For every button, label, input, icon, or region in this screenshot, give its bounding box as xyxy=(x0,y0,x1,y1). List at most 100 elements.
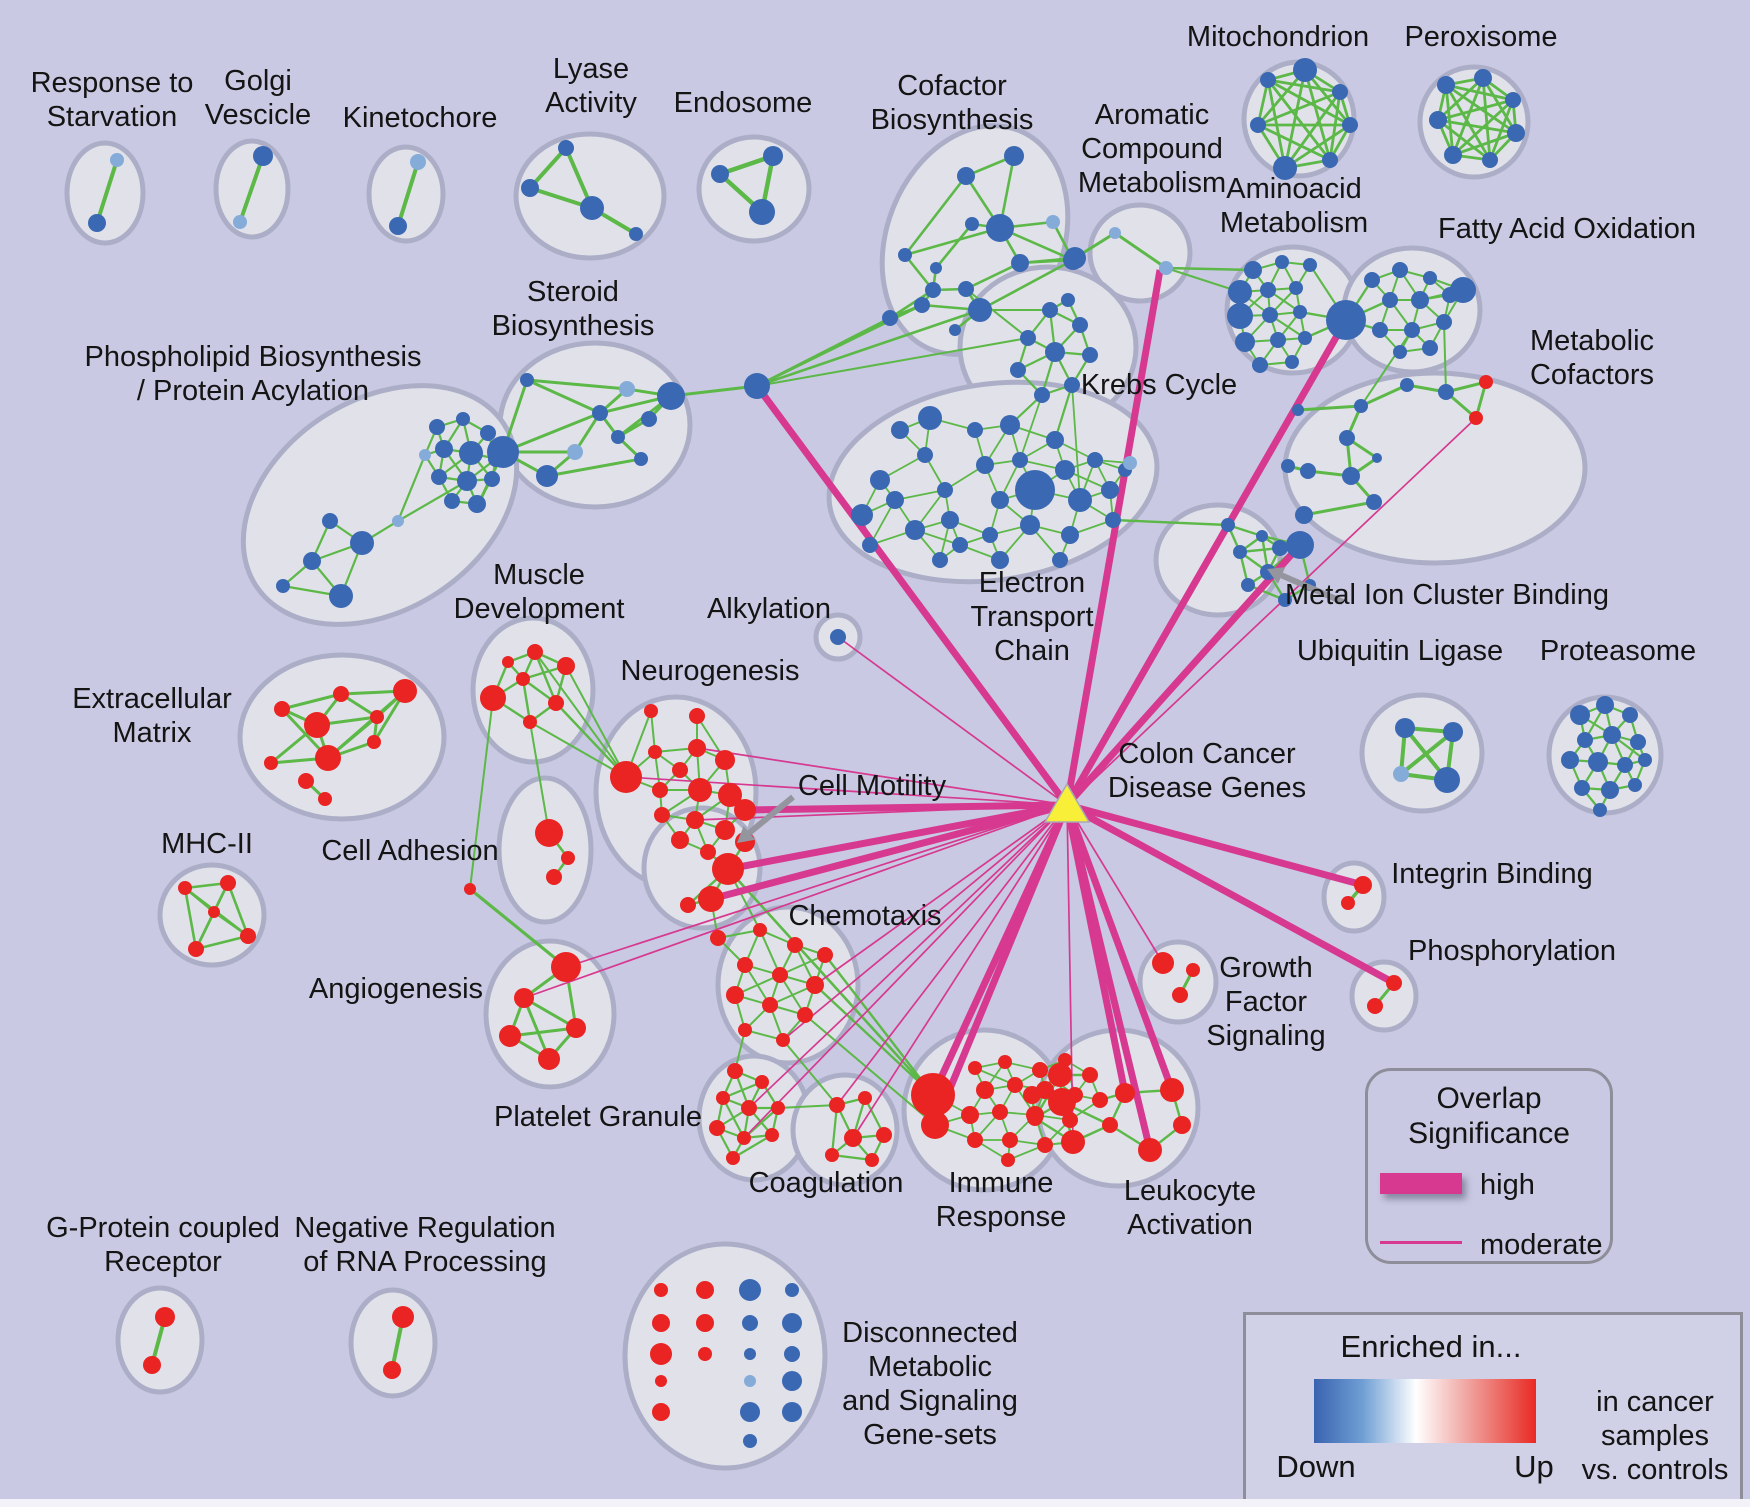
cluster-muscle-development xyxy=(470,615,596,765)
gene-set-node xyxy=(1281,459,1295,473)
gene-set-node xyxy=(744,373,770,399)
overlap-edge xyxy=(501,411,602,454)
overlap-edge xyxy=(1436,76,1485,122)
gene-set-node xyxy=(1020,330,1036,346)
overlap-edge xyxy=(95,158,119,225)
label-negative-regulation-rna: Negative Regulation of RNA Processing xyxy=(294,1212,555,1278)
gene-set-node xyxy=(558,140,574,156)
gene-set-node xyxy=(1023,1086,1041,1104)
overlap-edge xyxy=(529,721,627,778)
gene-set-node xyxy=(1007,1077,1023,1093)
gene-set-node xyxy=(738,1023,752,1037)
gene-set-node xyxy=(1262,307,1278,323)
gene-set-node xyxy=(785,1283,799,1297)
disease-link-high xyxy=(1063,269,1164,806)
overlap-edge xyxy=(280,692,343,711)
gene-set-node xyxy=(1000,415,1020,435)
gene-set-node xyxy=(1292,404,1304,416)
gene-set-node xyxy=(1450,277,1476,303)
overlap-edge xyxy=(1283,123,1352,170)
gene-set-node xyxy=(1260,72,1276,88)
gene-set-node xyxy=(1082,1067,1098,1083)
gene-set-node xyxy=(484,471,500,487)
gene-set-node xyxy=(844,1129,862,1147)
overlap-edge xyxy=(1444,83,1455,157)
gene-set-node xyxy=(652,1314,670,1332)
gene-set-node xyxy=(1577,732,1593,748)
gene-set-node xyxy=(727,1063,743,1079)
gene-set-node xyxy=(1115,1083,1135,1103)
gene-set-node xyxy=(657,382,685,410)
gene-set-node xyxy=(315,745,341,771)
gene-set-node xyxy=(992,1104,1008,1120)
overlap-edge xyxy=(1444,83,1492,162)
gene-set-node xyxy=(991,491,1009,509)
disease-link-moderate xyxy=(837,636,1068,806)
overlap-edge xyxy=(565,665,627,778)
comparison-caption: in cancer samples vs. controls xyxy=(1576,1385,1734,1487)
gene-set-node xyxy=(1109,227,1121,239)
label-proteasome: Proteasome xyxy=(1540,635,1696,667)
gene-set-node xyxy=(715,750,735,770)
gene-set-node xyxy=(303,552,321,570)
overlap-edge xyxy=(721,1080,764,1100)
label-disconnected-gene-sets: Disconnected Metabolic and Signaling Gene-s… xyxy=(842,1317,1018,1451)
gene-set-node xyxy=(1272,540,1288,556)
figure-bottom-margin xyxy=(0,1499,1750,1507)
gene-set-node xyxy=(1244,261,1262,279)
gene-set-node xyxy=(264,756,278,770)
gene-set-node xyxy=(1034,387,1050,403)
overlap-edge xyxy=(1359,383,1409,408)
overlap-edge xyxy=(903,174,968,257)
gene-set-node xyxy=(464,883,476,895)
gene-set-node xyxy=(370,710,384,724)
label-chemotaxis: Chemotaxis xyxy=(788,900,941,932)
gene-set-node xyxy=(1052,552,1068,568)
gene-set-node xyxy=(961,1106,979,1124)
gene-set-node xyxy=(782,1313,802,1333)
label-mitochondrion: Mitochondrion xyxy=(1187,21,1369,53)
disease-link-moderate xyxy=(565,804,1068,968)
gene-set-node xyxy=(611,430,625,444)
cluster-metabolic-cofactors xyxy=(1282,370,1588,566)
gene-set-node xyxy=(1072,317,1088,333)
gene-set-node xyxy=(644,704,658,718)
label-fatty-acid-oxidation: Fatty Acid Oxidation xyxy=(1438,213,1696,245)
label-immune-response: Immune Response xyxy=(936,1167,1067,1233)
gene-set-node xyxy=(1444,146,1462,164)
gene-set-node xyxy=(965,217,979,231)
overlap-high-row: high xyxy=(1368,1169,1610,1201)
overlap-legend-title-line2: Significance xyxy=(1408,1117,1570,1150)
overlap-significance-legend: Overlap Significance high moderate xyxy=(1365,1068,1613,1264)
gene-set-node xyxy=(830,629,846,645)
disease-link-high xyxy=(1063,804,1154,1151)
gene-set-node xyxy=(634,452,648,466)
gene-set-node xyxy=(419,449,431,461)
label-cell-adhesion: Cell Adhesion xyxy=(321,835,498,867)
overlap-edge xyxy=(1019,394,1043,461)
gene-set-node xyxy=(274,701,290,717)
gene-set-node xyxy=(1339,430,1355,446)
gene-set-node xyxy=(710,930,726,946)
gene-set-node xyxy=(1046,215,1060,229)
gene-set-node xyxy=(592,405,608,421)
overlap-edge xyxy=(669,384,759,398)
gene-set-node xyxy=(1241,578,1255,592)
gene-set-node xyxy=(1101,481,1119,499)
label-endosome: Endosome xyxy=(674,87,813,119)
gene-set-node xyxy=(1002,1132,1018,1148)
gene-set-node xyxy=(322,513,338,529)
overlap-edge xyxy=(1481,76,1492,162)
label-extracellular-matrix: Extracellular Matrix xyxy=(72,683,232,749)
overlap-edge xyxy=(934,222,974,270)
label-response-starvation: Response to Starvation xyxy=(31,67,194,133)
gene-set-node xyxy=(1061,293,1075,307)
disease-link-high xyxy=(931,803,1071,1127)
gene-set-node xyxy=(1020,515,1040,535)
gene-set-node xyxy=(329,584,353,608)
label-coagulation: Coagulation xyxy=(749,1167,904,1199)
cluster-lyase-activity xyxy=(513,131,667,261)
gene-set-node xyxy=(1326,300,1366,340)
